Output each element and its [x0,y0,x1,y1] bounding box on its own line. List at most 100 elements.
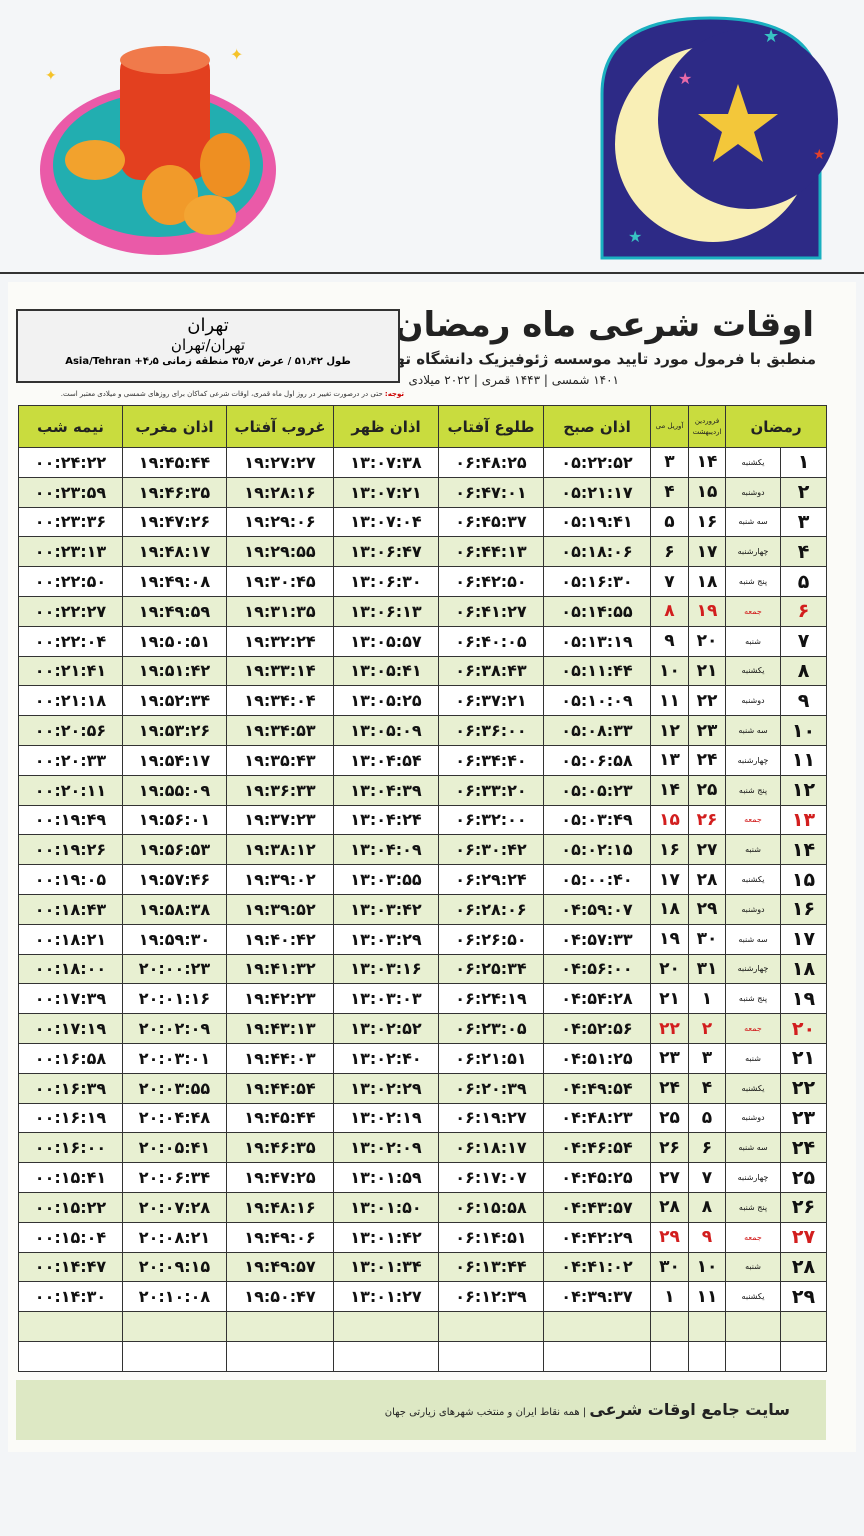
col-april: آوریل می [650,405,689,448]
cell-sobh: ۰۵:۱۳:۱۹ [543,625,651,657]
cell-nimeh: ۰۰:۲۲:۲۷ [18,595,123,627]
cell-weekday: یکشنبه [724,655,782,687]
cell-ramadan-day: ۴ [780,536,828,568]
cell-ramadan-day: ۲۰ [780,1013,828,1044]
cell-farvardin-day: ۱۹ [688,595,726,627]
cell-nimeh: ۰۰:۲۱:۱۸ [18,685,123,717]
cell-ghorub: ۱۹:۳۶:۳۳ [226,774,334,806]
cell-ghorub: ۱۹:۵۰:۴۷ [226,1281,334,1313]
note-text: حتی در درصورت تغییر در روز اول ماه قمری،… [60,390,383,398]
cell-farvardin-day: ۲ [688,1013,726,1044]
cell-zohr: ۱۳:۰۵:۵۷ [333,625,439,657]
table-row: ۸ یکشنبه ۲۱ ۱۰ ۰۵:۱۱:۴۴ ۰۶:۳۸:۴۳ ۱۳:۰۵:۴۱ ۱۹:۳۳… [18,655,828,687]
cell-nimeh: ۰۰:۲۳:۵۹ [18,476,123,508]
cell-ramadan-day: ۹ [780,685,828,717]
cell-april-day: ۱۶ [650,834,689,866]
cell-ramadan-day: ۲۹ [780,1281,828,1313]
table-row: ۲۶ پنج شنبه ۸ ۲۸ ۰۴:۴۳:۵۷ ۰۶:۱۵:۵۸ ۱۳:۰۱:۵۰ ۱۹:… [18,1191,828,1223]
cell-nimeh: ۰۰:۱۹:۰۵ [18,864,123,895]
cell-weekday: شنبه [724,834,782,866]
cell-zohr: ۱۳:۰۳:۱۶ [333,953,439,985]
table-row: ۳ سه شنبه ۱۶ ۵ ۰۵:۱۹:۴۱ ۰۶:۴۵:۳۷ ۱۳:۰۷:۰۴ ۱۹:۲۹… [18,506,828,538]
table-row: ۱۸ چهارشنبه ۳۱ ۲۰ ۰۴:۵۶:۰۰ ۰۶:۲۵:۳۴ ۱۳:۰۳:۱۶ ۱۹… [18,953,828,985]
cell-maghreb: ۲۰:۰۱:۱۶ [122,983,227,1015]
table-row: ۱ یکشنبه ۱۴ ۳ ۰۵:۲۲:۵۲ ۰۶:۴۸:۲۵ ۱۳:۰۷:۳۸ ۱۹:۲۷:… [18,447,828,478]
cell-weekday: چهارشنبه [724,536,782,568]
cell-ghorub: ۱۹:۴۳:۱۳ [226,1013,334,1044]
cell-tolu: ۰۶:۲۱:۵۱ [438,1042,544,1074]
cell-zohr: ۱۳:۰۲:۵۲ [333,1013,439,1044]
cell-zohr: ۱۳:۰۱:۲۷ [333,1281,439,1313]
empty-row [18,1340,828,1372]
crescent-moon-illustration: ★ ★ ★ ★ [600,16,838,260]
cell-farvardin-day: ۲۰ [688,625,726,657]
cell-ghorub: ۱۹:۴۴:۰۳ [226,1042,334,1074]
cell-sobh: ۰۵:۲۲:۵۲ [543,447,651,478]
cell-ramadan-day: ۱۶ [780,893,828,925]
cell-maghreb: ۱۹:۴۵:۴۴ [122,447,227,478]
cell-ghorub: ۱۹:۳۴:۰۴ [226,685,334,717]
cell-tolu: ۰۶:۲۳:۰۵ [438,1013,544,1044]
cell-weekday: دوشنبه [724,1102,782,1134]
empty-cell [724,1340,782,1372]
cell-tolu: ۰۶:۲۵:۳۴ [438,953,544,985]
cell-sobh: ۰۴:۵۹:۰۷ [543,893,651,925]
cell-tolu: ۰۶:۲۸:۰۶ [438,893,544,925]
cell-zohr: ۱۳:۰۳:۲۹ [333,923,439,955]
cell-sobh: ۰۵:۰۲:۱۵ [543,834,651,866]
cell-april-day: ۷ [650,566,689,597]
cell-sobh: ۰۴:۴۶:۵۴ [543,1132,651,1164]
footer-brand: سایت جامع اوقات شرعی [589,1400,790,1419]
cell-farvardin-day: ۲۱ [688,655,726,687]
cell-weekday: دوشنبه [724,476,782,508]
table-row: ۱۲ پنج شنبه ۲۵ ۱۴ ۰۵:۰۵:۲۳ ۰۶:۳۳:۲۰ ۱۳:۰۴:۳۹ ۱۹… [18,774,828,806]
cell-maghreb: ۱۹:۵۹:۳۰ [122,923,227,955]
cell-nimeh: ۰۰:۱۸:۴۳ [18,893,123,925]
year-line: ۱۴۰۱ شمسی | ۱۴۴۳ قمری | ۲۰۲۲ میلادی [408,373,619,387]
cell-nimeh: ۰۰:۱۶:۱۹ [18,1102,123,1134]
cell-zohr: ۱۳:۰۱:۴۲ [333,1221,439,1253]
cell-april-day: ۲۷ [650,1162,689,1193]
empty-cell [226,1311,334,1342]
cell-farvardin-day: ۷ [688,1162,726,1193]
cell-weekday: سه شنبه [724,1132,782,1164]
cell-ghorub: ۱۹:۳۵:۴۳ [226,744,334,776]
cell-zohr: ۱۳:۰۷:۲۱ [333,476,439,508]
svg-text:★: ★ [813,147,826,163]
cell-ramadan-day: ۲۳ [780,1102,828,1134]
cell-weekday: چهارشنبه [724,953,782,985]
cell-ramadan-day: ۵ [780,566,828,597]
cell-ghorub: ۱۹:۳۹:۰۲ [226,864,334,895]
cell-ramadan-day: ۱۹ [780,983,828,1015]
col-ghorub: غروب آفتاب [226,405,334,448]
cell-sobh: ۰۴:۵۴:۲۸ [543,983,651,1015]
footer: سایت جامع اوقات شرعی | همه نقاط ایران و … [16,1380,826,1440]
cell-farvardin-day: ۵ [688,1102,726,1134]
cell-april-day: ۱۷ [650,864,689,895]
cell-ghorub: ۱۹:۲۹:۰۶ [226,506,334,538]
cell-nimeh: ۰۰:۲۳:۱۳ [18,536,123,568]
col-farvardin: فروردین اردیبهشت [688,405,726,448]
cell-sobh: ۰۵:۰۵:۲۳ [543,774,651,806]
cell-april-day: ۲۵ [650,1102,689,1134]
cell-nimeh: ۰۰:۲۱:۴۱ [18,655,123,687]
cell-ghorub: ۱۹:۴۹:۰۶ [226,1221,334,1253]
empty-cell [650,1340,689,1372]
cell-sobh: ۰۴:۵۷:۳۳ [543,923,651,955]
cell-ghorub: ۱۹:۴۷:۲۵ [226,1162,334,1193]
cell-weekday: یکشنبه [724,1072,782,1104]
cell-april-day: ۶ [650,536,689,568]
cell-ramadan-day: ۲۶ [780,1191,828,1223]
cell-zohr: ۱۳:۰۱:۵۹ [333,1162,439,1193]
cell-sobh: ۰۴:۴۱:۰۲ [543,1251,651,1283]
cell-ghorub: ۱۹:۳۲:۲۴ [226,625,334,657]
table-row: ۲ دوشنبه ۱۵ ۴ ۰۵:۲۱:۱۷ ۰۶:۴۷:۰۱ ۱۳:۰۷:۲۱ ۱۹:۲۸:… [18,476,828,508]
cell-sobh: ۰۴:۵۶:۰۰ [543,953,651,985]
cell-ghorub: ۱۹:۴۲:۲۳ [226,983,334,1015]
cell-maghreb: ۲۰:۰۰:۲۳ [122,953,227,985]
cell-sobh: ۰۴:۴۳:۵۷ [543,1191,651,1223]
cell-maghreb: ۲۰:۰۲:۰۹ [122,1013,227,1044]
cell-farvardin-day: ۱۶ [688,506,726,538]
cell-maghreb: ۱۹:۴۹:۵۹ [122,595,227,627]
cell-maghreb: ۱۹:۵۴:۱۷ [122,744,227,776]
